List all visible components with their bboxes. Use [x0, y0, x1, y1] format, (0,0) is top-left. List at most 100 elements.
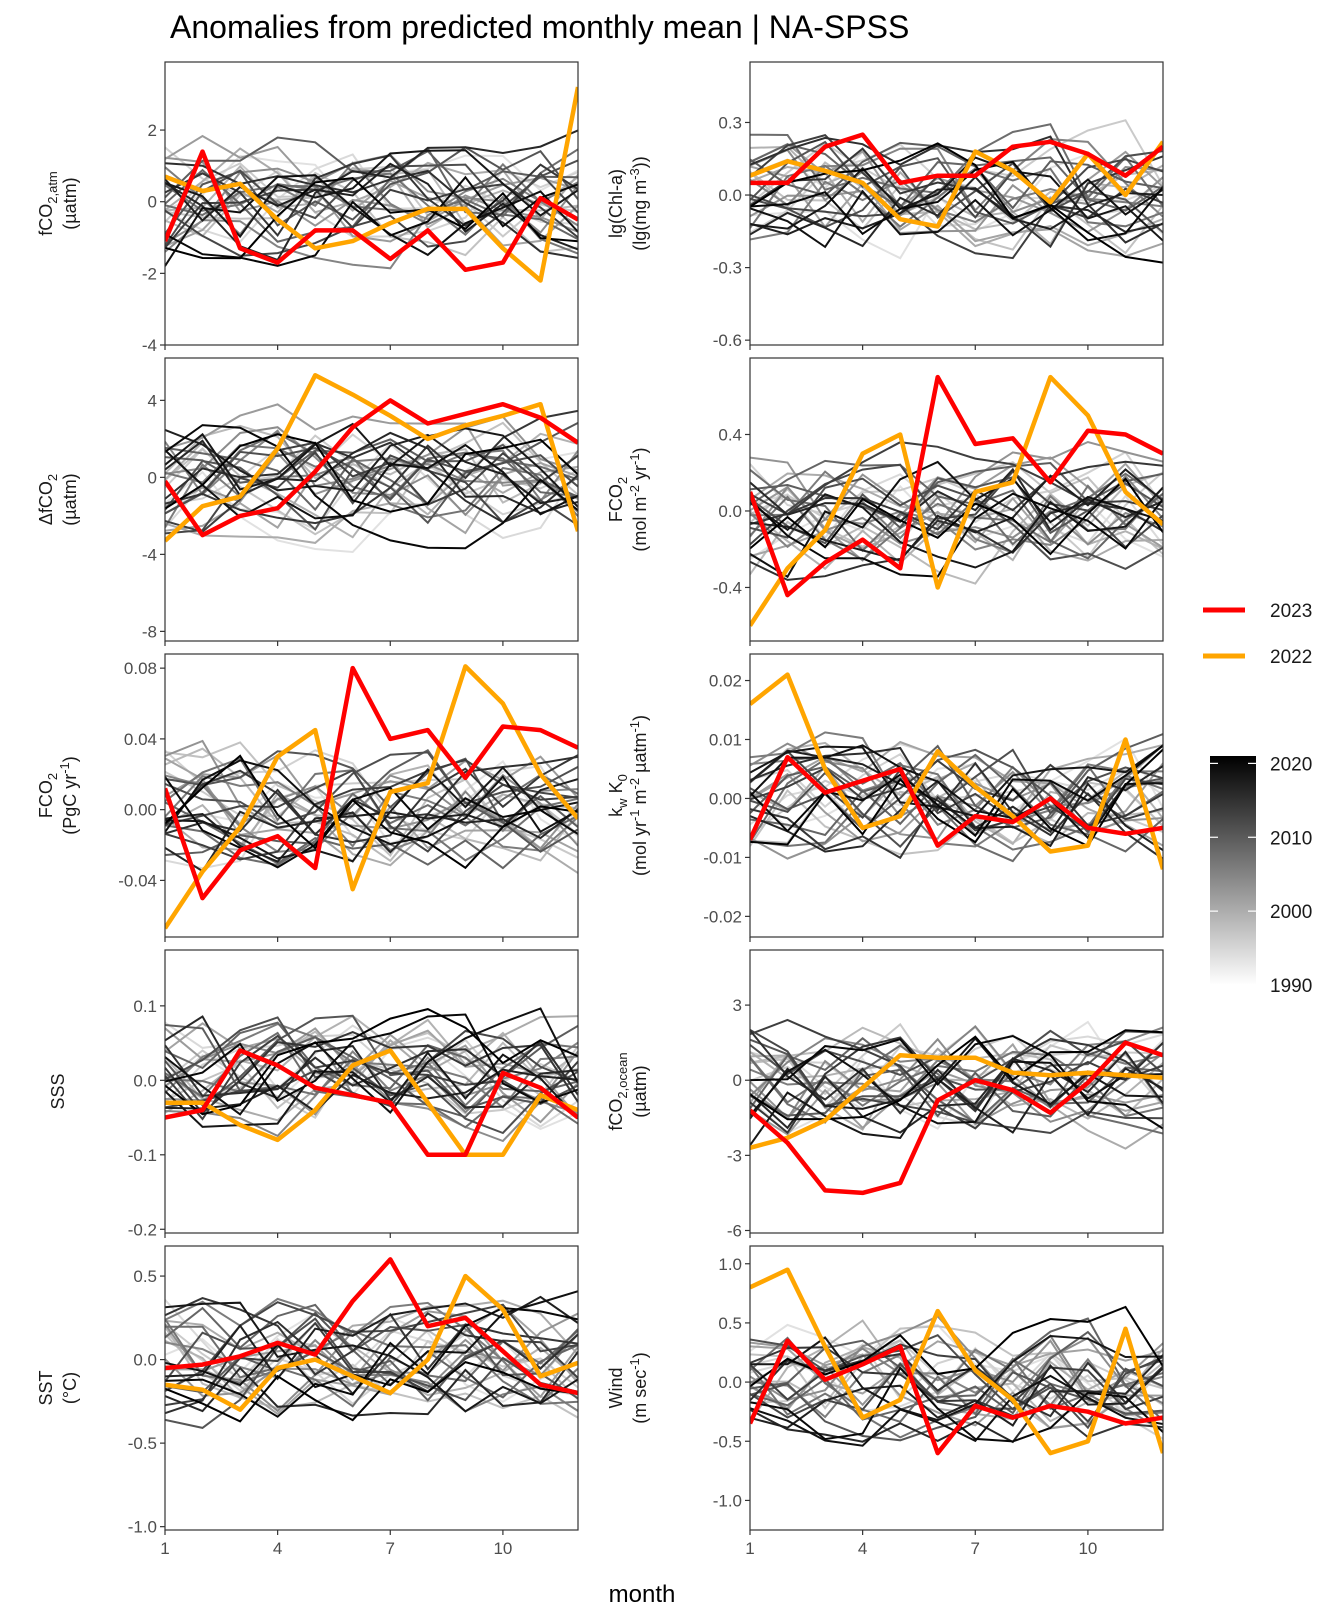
y-tick-label: -4: [142, 545, 157, 564]
background-year-line: [165, 431, 578, 515]
x-tick-label: 4: [273, 1539, 282, 1558]
series-line-2023: [750, 1338, 1163, 1456]
background-year-line: [165, 755, 578, 836]
x-tick-label: 1: [745, 1539, 754, 1558]
background-years: [750, 1018, 1163, 1150]
background-years: [750, 1305, 1163, 1447]
background-year-line: [750, 1037, 1163, 1123]
background-year-line: [165, 1297, 578, 1376]
background-year-line: [750, 1352, 1163, 1418]
y-tick-label: -0.5: [713, 1432, 742, 1451]
background-years: [165, 1007, 578, 1143]
background-year-line: [750, 1037, 1163, 1124]
y-tick-label: 0.01: [709, 730, 742, 749]
panel-lg-chl-a: 0.3 0.0 -0.3 -0.6 lg(Chl-a)(lg(mg m-3​)): [606, 61, 1164, 350]
background-year-line: [750, 492, 1163, 578]
y-tick-label: 0.02: [709, 672, 742, 691]
background-year-line: [750, 1346, 1163, 1439]
background-year-line: [165, 162, 578, 259]
series-line-2023: [165, 149, 578, 273]
series-line-2022: [165, 664, 578, 930]
y-axis-label: lg(Chl-a)(lg(mg m-3​)): [606, 156, 650, 251]
y-tick-label: -0.01: [703, 848, 742, 867]
y-tick-label: 0.00: [709, 789, 742, 808]
y-axis-label: fCO2,ocean​(µatm): [606, 1052, 650, 1130]
y-tick-label: -6: [727, 1221, 742, 1240]
x-tick-label: 10: [493, 1539, 512, 1558]
background-year-line: [750, 1024, 1163, 1097]
y-tick-label: -1.0: [128, 1518, 157, 1537]
panel-border: [749, 949, 1164, 1234]
panel-sss: 0.1 0.0 -0.1 -0.2 SSS: [48, 949, 579, 1239]
background-year-line: [165, 773, 578, 847]
series-line-2023: [750, 132, 1163, 186]
background-year-line: [750, 145, 1163, 246]
y-axis-label: FCO2​(PgC yr-1​): [36, 756, 80, 835]
background-year-line: [750, 731, 1163, 848]
y-axis-label: kw​ K0​(mol yr-1​ m-2​ µatm-1​): [606, 715, 650, 876]
y-tick-label: 0.0: [133, 1071, 157, 1090]
y-tick-label: 0.5: [718, 1314, 742, 1333]
x-tick-label: 1: [160, 1539, 169, 1558]
colorbar-label: 1990: [1270, 976, 1312, 997]
background-years: [750, 731, 1163, 863]
background-year-line: [165, 154, 578, 238]
y-tick-label: -0.2: [128, 1220, 157, 1239]
background-years: [165, 129, 578, 270]
background-year-line: [750, 502, 1163, 581]
background-year-line: [750, 135, 1163, 244]
y-tick-label: -0.3: [713, 259, 742, 278]
panel-sst: 0.5 0.0 -0.5 -1.01 4 7 10 SST (°C): [36, 1245, 579, 1558]
y-tick-label: -0.6: [713, 331, 742, 350]
y-tick-label: -0.5: [128, 1434, 157, 1453]
y-axis-label: FCO2​(mol m-2​ yr-1​): [606, 447, 650, 551]
background-year-line: [750, 165, 1163, 258]
y-tick-label: 0.0: [718, 186, 742, 205]
background-year-line: [165, 1295, 578, 1381]
background-year-line: [165, 1015, 578, 1109]
colorbar-label: 2010: [1270, 828, 1312, 849]
background-year-line: [750, 1018, 1163, 1130]
y-tick-label: -0.4: [713, 578, 742, 597]
panel-border: [164, 653, 579, 938]
series-line-2022: [165, 1048, 578, 1158]
background-year-line: [750, 178, 1163, 249]
background-year-line: [165, 154, 578, 211]
background-year-line: [165, 443, 578, 520]
background-year-line: [165, 1016, 578, 1135]
background-year-line: [165, 1361, 578, 1423]
background-year-line: [750, 477, 1163, 571]
panel-border: [749, 1245, 1164, 1531]
background-year-line: [750, 1363, 1163, 1429]
background-year-line: [750, 175, 1163, 248]
background-years: [750, 440, 1163, 585]
y-axis-label: ΔfCO2​(µatm): [36, 473, 80, 525]
y-tick-label: 0.0: [718, 502, 742, 521]
x-tick-label: 7: [386, 1539, 395, 1558]
background-year-line: [750, 1048, 1163, 1125]
colorbar-label: 2020: [1270, 754, 1312, 775]
y-tick-label: 0.1: [133, 997, 157, 1016]
panel-grid: 2 0 -2 -4 fCO2,atm​(µatm) 0.3 0.0 -0.3 -0.6 lg(Ch…: [36, 61, 1164, 1558]
background-year-line: [165, 751, 578, 826]
background-year-line: [750, 765, 1163, 853]
background-year-line: [750, 1051, 1163, 1126]
background-year-line: [165, 175, 578, 267]
background-year-line: [165, 174, 578, 267]
background-year-line: [750, 138, 1163, 218]
panel-kw-k0: 0.02 0.01 0.00 -0.01 -0.02 kw​ K0​(mol yr-1​ …: [606, 653, 1164, 942]
y-tick-label: -0.1: [128, 1146, 157, 1165]
background-year-line: [165, 177, 578, 270]
y-axis-label: SST (°C): [36, 1370, 80, 1405]
background-year-line: [165, 776, 578, 869]
background-year-line: [750, 477, 1163, 556]
background-year-line: [165, 422, 578, 508]
y-tick-label: 0.0: [133, 1351, 157, 1370]
y-tick-label: 0: [148, 193, 157, 212]
series-line-2023: [165, 1048, 578, 1158]
background-year-line: [165, 775, 578, 852]
background-year-line: [165, 162, 578, 251]
background-year-line: [750, 1334, 1163, 1422]
background-year-line: [165, 1013, 578, 1104]
panel-fco2: 4 0 -4 -8 ΔfCO2​(µatm): [36, 357, 579, 646]
